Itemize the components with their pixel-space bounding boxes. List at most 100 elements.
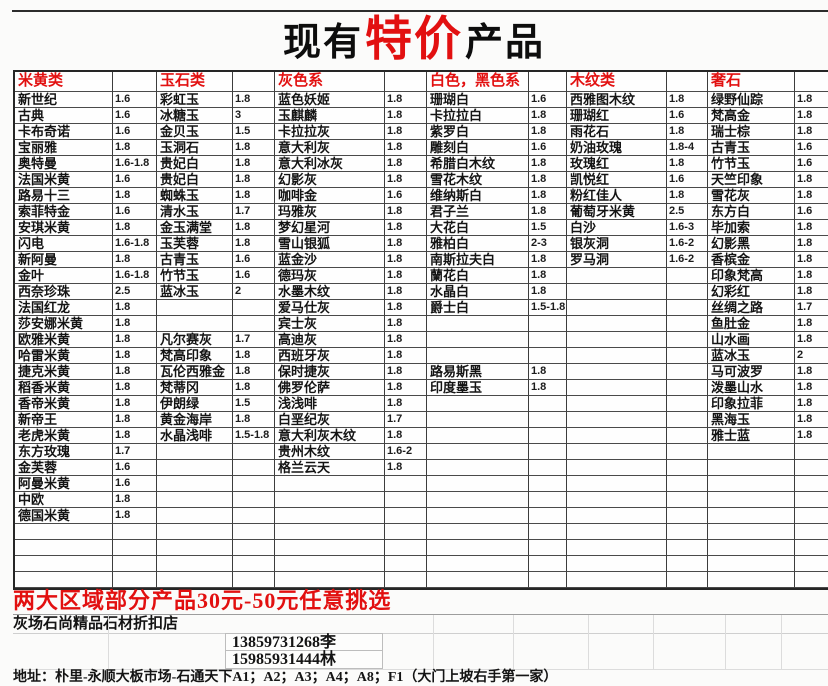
product-name-cell: 贵州木纹 xyxy=(275,444,385,460)
product-name-cell: 咖啡金 xyxy=(275,188,385,204)
product-price-cell: 1.7 xyxy=(113,444,157,460)
product-name-cell xyxy=(15,556,113,572)
product-name-cell xyxy=(708,460,795,476)
product-price-cell: 1.8 xyxy=(113,300,157,316)
product-price-cell: 1.6-3 xyxy=(667,220,708,236)
product-name-cell: 梵高金 xyxy=(708,108,795,124)
product-name-cell xyxy=(567,284,667,300)
product-price-cell: 1.6 xyxy=(113,204,157,220)
product-name-cell: 阿曼米黄 xyxy=(15,476,113,492)
product-price-cell: 1.8 xyxy=(795,124,828,140)
product-price-cell xyxy=(529,460,567,476)
product-price-cell xyxy=(667,300,708,316)
product-name-cell: 路易斯黑 xyxy=(427,364,529,380)
product-price-cell: 1.7 xyxy=(385,412,427,428)
product-name-cell xyxy=(567,348,667,364)
product-price-cell: 1.6 xyxy=(113,124,157,140)
product-name-cell xyxy=(275,572,385,588)
product-name-cell xyxy=(567,268,667,284)
group-header-price-spacer xyxy=(113,72,157,92)
product-name-cell: 泼墨山水 xyxy=(708,380,795,396)
product-price-cell: 1.8 xyxy=(385,140,427,156)
product-name-cell xyxy=(567,508,667,524)
product-price-cell xyxy=(795,444,828,460)
product-name-cell xyxy=(427,412,529,428)
product-price-cell xyxy=(233,476,275,492)
product-price-cell: 1.6 xyxy=(113,476,157,492)
product-price-cell xyxy=(667,508,708,524)
product-name-cell: 哈雷米黄 xyxy=(15,348,113,364)
product-price-cell: 1.8 xyxy=(233,364,275,380)
product-price-cell: 1.8 xyxy=(113,492,157,508)
product-price-cell: 2 xyxy=(795,348,828,364)
product-name-cell: 雪花灰 xyxy=(708,188,795,204)
product-price-cell: 1.8 xyxy=(385,332,427,348)
product-price-cell: 1.8-4 xyxy=(667,140,708,156)
product-price-cell xyxy=(795,508,828,524)
product-price-cell xyxy=(795,492,828,508)
product-price-cell xyxy=(113,572,157,588)
product-price-cell: 1.8 xyxy=(795,284,828,300)
product-name-cell: 山水画 xyxy=(708,332,795,348)
product-price-cell: 1.8 xyxy=(529,124,567,140)
product-name-cell xyxy=(427,444,529,460)
top-border-line xyxy=(12,10,828,12)
product-name-cell xyxy=(157,540,233,556)
product-name-cell xyxy=(567,524,667,540)
product-name-cell: 闪电 xyxy=(15,236,113,252)
footer-gridline xyxy=(108,615,109,669)
product-name-cell xyxy=(157,572,233,588)
product-name-cell xyxy=(427,572,529,588)
product-name-cell: 法国米黄 xyxy=(15,172,113,188)
product-name-cell: 梵蒂冈 xyxy=(157,380,233,396)
product-name-cell xyxy=(15,540,113,556)
product-price-cell: 1.8 xyxy=(529,172,567,188)
product-price-cell: 1.8 xyxy=(233,220,275,236)
product-name-cell: 西雅图木纹 xyxy=(567,92,667,108)
product-name-cell xyxy=(708,508,795,524)
product-price-cell: 1.6-1.8 xyxy=(113,156,157,172)
product-price-cell xyxy=(385,492,427,508)
product-name-cell: 香槟金 xyxy=(708,252,795,268)
product-name-cell xyxy=(427,460,529,476)
product-price-cell: 1.8 xyxy=(385,460,427,476)
product-name-cell xyxy=(157,508,233,524)
product-name-cell: 古典 xyxy=(15,108,113,124)
footer-gridline xyxy=(588,615,589,669)
product-name-cell: 珊瑚白 xyxy=(427,92,529,108)
product-price-cell xyxy=(233,540,275,556)
product-price-cell: 1.6 xyxy=(233,252,275,268)
product-name-cell xyxy=(567,492,667,508)
product-price-cell xyxy=(529,556,567,572)
product-price-cell: 1.8 xyxy=(385,364,427,380)
product-price-cell: 1.7 xyxy=(233,204,275,220)
product-price-cell: 1.8 xyxy=(385,172,427,188)
product-price-cell: 1.8 xyxy=(385,316,427,332)
product-price-cell xyxy=(385,540,427,556)
product-price-cell: 1.8 xyxy=(529,188,567,204)
product-name-cell: 水墨木纹 xyxy=(275,284,385,300)
product-price-cell xyxy=(529,540,567,556)
product-price-cell xyxy=(529,428,567,444)
product-name-cell: 玫瑰红 xyxy=(567,156,667,172)
product-price-cell xyxy=(233,556,275,572)
product-name-cell: 高迪灰 xyxy=(275,332,385,348)
footer: 两大区域部分产品30元-50元任意挑选 灰场石尚精品石材折扣店 13859731… xyxy=(13,588,828,686)
product-price-cell: 1.8 xyxy=(795,268,828,284)
product-price-cell: 1.8 xyxy=(385,124,427,140)
product-name-cell: 白垩纪灰 xyxy=(275,412,385,428)
product-price-cell: 1.8 xyxy=(795,188,828,204)
product-name-cell xyxy=(427,508,529,524)
product-price-cell: 1.8 xyxy=(529,156,567,172)
product-name-cell xyxy=(157,556,233,572)
product-price-cell: 1.8 xyxy=(113,364,157,380)
product-name-cell xyxy=(427,540,529,556)
product-name-cell xyxy=(157,300,233,316)
product-price-cell xyxy=(667,380,708,396)
product-name-cell: 葡萄牙米黄 xyxy=(567,204,667,220)
footer-gridline xyxy=(513,615,514,669)
product-name-cell: 大花白 xyxy=(427,220,529,236)
product-name-cell: 蓝冰玉 xyxy=(708,348,795,364)
product-price-cell xyxy=(667,316,708,332)
product-name-cell: 金玉满堂 xyxy=(157,220,233,236)
